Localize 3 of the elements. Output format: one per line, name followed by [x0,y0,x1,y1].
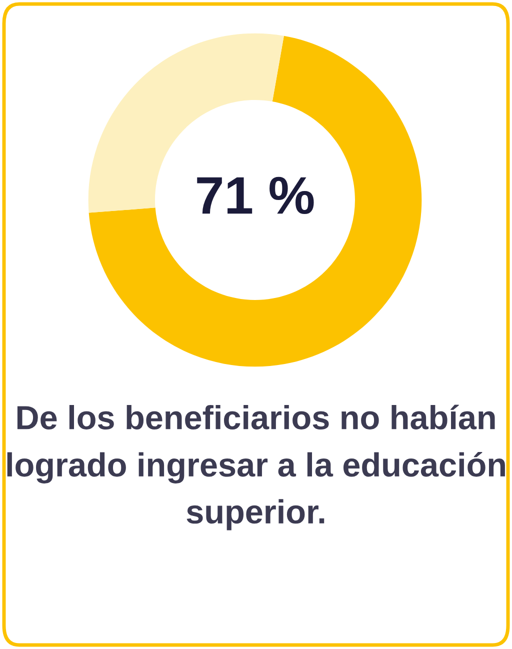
donut-slice [88,36,422,367]
text: De los beneficiarios no habían logrado ingresar a la educación superior. [7,404,505,530]
data-label: 71 % [197,176,314,214]
